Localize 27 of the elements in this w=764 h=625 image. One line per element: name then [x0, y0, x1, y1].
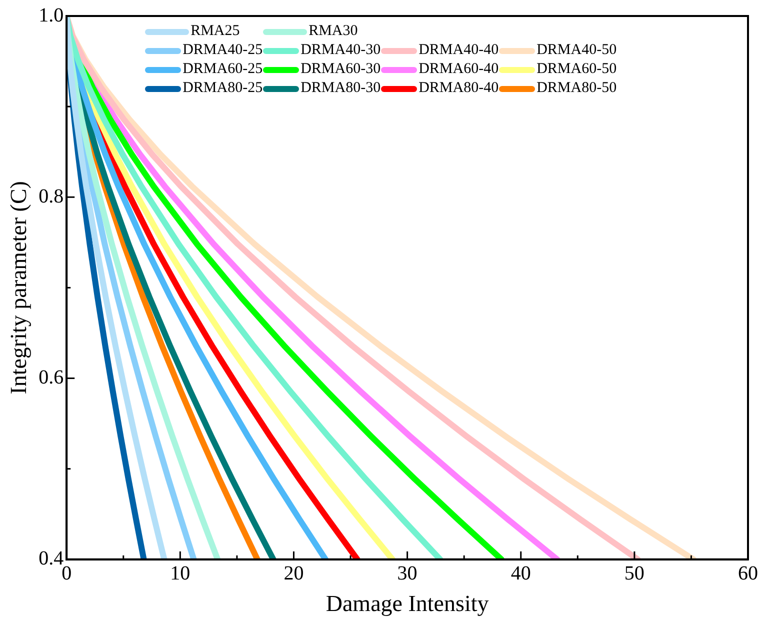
x-tick-label: 30: [397, 562, 418, 585]
legend-label: DRMA80-50: [536, 80, 617, 97]
legend-label: DRMA60-50: [536, 61, 617, 78]
x-tick-label: 10: [170, 562, 190, 585]
legend-label: DRMA60-40: [418, 61, 499, 78]
x-tick-label: 60: [738, 562, 758, 585]
legend-label: DRMA40-30: [300, 42, 381, 59]
x-tick-label: 0: [62, 562, 72, 585]
y-tick-label: 1.0: [38, 4, 64, 26]
legend-label: DRMA60-30: [300, 61, 381, 78]
legend-label: DRMA80-30: [300, 80, 381, 97]
legend-label: RMA25: [190, 23, 240, 40]
y-tick-label: 0.6: [38, 366, 64, 389]
y-axis-title: Integrity parameter (C): [6, 181, 31, 394]
y-tick-label: 0.8: [38, 185, 64, 208]
legend-label: DRMA40-25: [182, 42, 263, 59]
legend-label: DRMA40-50: [536, 42, 617, 59]
x-tick-label: 20: [284, 562, 304, 585]
x-tick-label: 40: [510, 562, 531, 585]
legend-label: RMA30: [308, 23, 358, 40]
legend-label: DRMA40-40: [418, 42, 499, 59]
y-tick-label: 0.4: [38, 548, 64, 570]
x-axis-title: Damage Intensity: [326, 591, 490, 616]
legend-label: DRMA60-25: [182, 61, 263, 78]
legend-label: DRMA80-25: [182, 80, 263, 97]
legend-label: DRMA80-40: [418, 80, 499, 97]
x-tick-label: 50: [624, 562, 644, 585]
